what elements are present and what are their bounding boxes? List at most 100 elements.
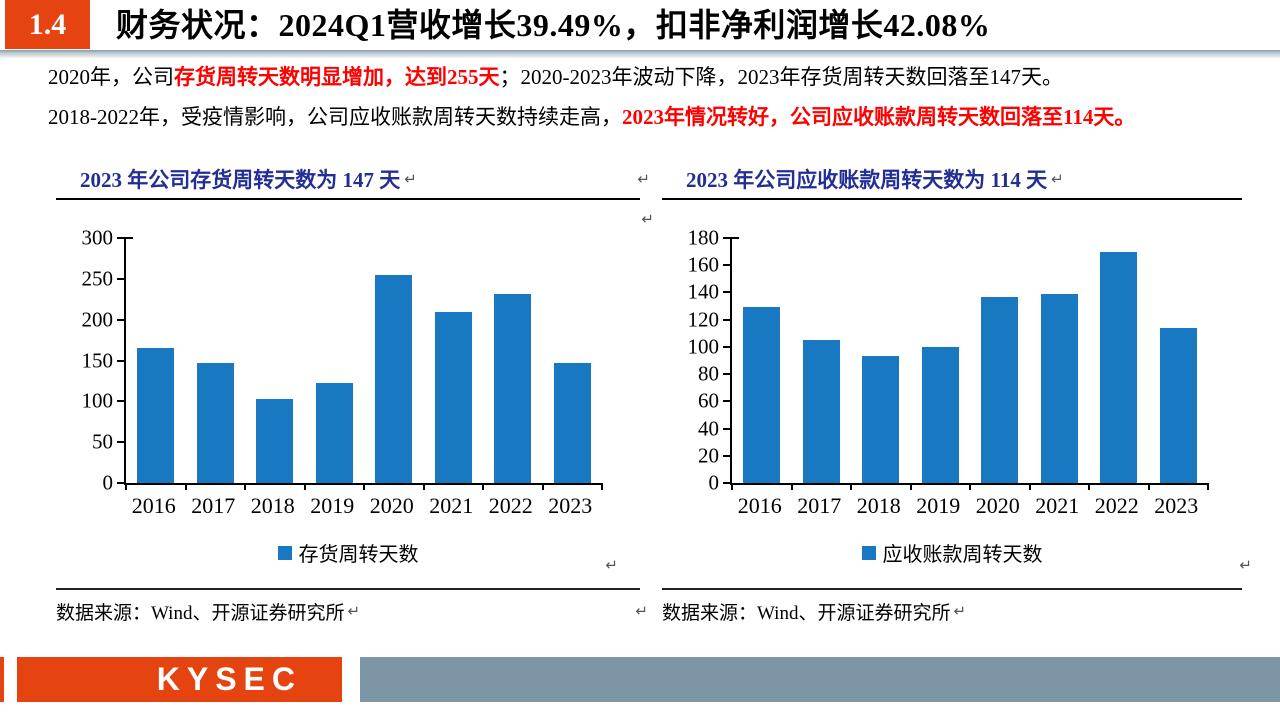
- y-axis-tick: [723, 318, 732, 321]
- y-axis-tick: [723, 427, 732, 430]
- inventory-chart-title: 2023 年公司存货周转天数为 147 天: [80, 168, 401, 192]
- bar-slot: [732, 238, 792, 483]
- bar-2018: [256, 398, 294, 483]
- x-axis-tick: [422, 483, 425, 490]
- y-axis-label: 250: [81, 266, 114, 291]
- bar-2021: [1040, 293, 1078, 483]
- y-axis-label: 160: [687, 252, 720, 277]
- x-axis-labels: 2016 2017 2018 2019 2020 2021 2022 2023: [124, 485, 600, 519]
- header-divider: [0, 50, 1280, 58]
- bar-2019: [921, 346, 959, 483]
- page-title: 财务状况：2024Q1营收增长39.49%，扣非净利润增长42.08%: [116, 7, 991, 43]
- y-axis-tick: [117, 441, 126, 444]
- y-axis-label: 180: [687, 225, 720, 250]
- chart-title-row: 2023 年公司应收账款周转天数为 114 天 ↵: [662, 160, 1242, 198]
- bar-2018: [862, 356, 900, 483]
- x-axis-label: 2023: [548, 493, 593, 518]
- bar-slot: [1030, 238, 1090, 483]
- y-axis-label: 40: [698, 416, 719, 441]
- bar-slot: [1149, 238, 1209, 483]
- paragraph-mark-icon: ↵: [404, 169, 417, 188]
- y-axis-label: 20: [698, 443, 719, 468]
- source-divider: [662, 588, 1242, 590]
- paragraph-mark-icon: ↵: [1051, 169, 1064, 188]
- summary-line-1: 2020年，公司存货周转天数明显增加，达到255天；2020-2023年波动下降…: [48, 57, 1135, 97]
- legend-label: 应收账款周转天数: [882, 544, 1043, 566]
- bar-2020: [981, 296, 1019, 483]
- x-axis-label: 2022: [1094, 493, 1139, 518]
- y-axis-tick: [117, 237, 133, 239]
- paragraph-mark-icon: ↵: [641, 210, 654, 228]
- x-axis-tick: [601, 483, 603, 490]
- chart-title-row: 2023 年公司存货周转天数为 147 天 ↵ ↵: [56, 160, 650, 198]
- kysec-logo: KYSEC: [17, 657, 342, 702]
- bar-2022: [1100, 251, 1138, 483]
- bar-2023: [1159, 327, 1197, 483]
- bar-2019: [315, 383, 353, 483]
- source-text: 数据来源：Wind、开源证券研究所: [662, 603, 951, 624]
- paragraph-mark-icon: ↵: [635, 602, 648, 620]
- bar-slot: [792, 238, 852, 483]
- x-axis-tick: [363, 483, 365, 490]
- paragraph-mark-icon: ↵: [605, 556, 618, 574]
- y-axis-tick: [117, 400, 126, 403]
- summary-line-2: 2018-2022年，受疫情影响，公司应收账款周转天数持续走高，2023年情况转…: [48, 97, 1135, 137]
- bar-slot: [364, 238, 424, 483]
- footer-bar: [360, 657, 1280, 702]
- x-axis-tick: [1088, 483, 1090, 490]
- x-axis-label: 2020: [975, 493, 1020, 518]
- y-axis-label: 50: [92, 429, 113, 454]
- paragraph-mark-icon: ↵: [953, 602, 967, 620]
- bar-slot: [483, 238, 543, 483]
- y-axis-tick: [723, 400, 732, 403]
- bar-2016: [743, 307, 781, 483]
- plot-area: 0 20 40 60 80 100 120 140 160 180: [688, 227, 1209, 493]
- body-text: 2020年，公司: [48, 65, 174, 89]
- legend-swatch: [861, 545, 876, 560]
- x-axis-tick: [1147, 483, 1150, 490]
- x-axis-label: 2018: [250, 493, 295, 518]
- y-axis-tick: [723, 482, 732, 484]
- bar-2020: [375, 274, 413, 483]
- x-axis-label: 2016: [131, 493, 176, 518]
- bar-2016: [137, 348, 175, 483]
- bar-slot: [424, 238, 484, 483]
- y-axis-label: 0: [708, 470, 720, 495]
- bar-2023: [553, 362, 591, 483]
- receivables-panel: 2023 年公司应收账款周转天数为 114 天 ↵ 0 20 40 60 80 100 12…: [662, 160, 1252, 638]
- x-axis-tick: [909, 483, 912, 490]
- source-text: 数据来源：Wind、开源证券研究所: [56, 603, 345, 624]
- x-axis-label: 2019: [916, 493, 961, 518]
- x-axis-label: 2017: [191, 493, 236, 518]
- x-axis-label: 2021: [1035, 493, 1080, 518]
- x-axis-label: 2019: [310, 493, 355, 518]
- section-number-badge: 1.4: [5, 0, 90, 49]
- y-axis-label: 150: [81, 348, 114, 372]
- x-axis-label: 2018: [856, 493, 901, 518]
- source-note: 数据来源：Wind、开源证券研究所 ↵ ↵: [56, 598, 648, 625]
- x-axis-tick: [303, 483, 306, 490]
- y-axis-label: 140: [687, 279, 720, 304]
- plot-area: 0 50 100 150 200 250 300: [82, 227, 603, 493]
- bar-series: [126, 238, 602, 483]
- highlighted-text: 存货周转天数明显增加，达到255天: [174, 65, 500, 89]
- y-axis-label: 300: [81, 225, 114, 250]
- y-axis-tick: [723, 454, 732, 457]
- bar-slot: [245, 238, 305, 483]
- chart-legend: 存货周转天数: [56, 538, 640, 567]
- y-axis-label: 100: [687, 334, 720, 359]
- y-axis-tick: [723, 237, 739, 239]
- summary-block: 2020年，公司存货周转天数明显增加，达到255天；2020-2023年波动下降…: [48, 57, 1135, 137]
- bar-slot: [543, 238, 603, 483]
- x-axis-label: 2017: [797, 493, 842, 518]
- paragraph-mark-icon: ↵: [637, 169, 650, 188]
- x-axis-label: 2023: [1154, 493, 1199, 518]
- body-text: ；2020-2023年波动下降，2023年存货周转天数回落至147天。: [499, 65, 1064, 89]
- x-axis-tick: [125, 483, 127, 490]
- y-axis-label: 0: [102, 470, 114, 495]
- y-axis-tick: [117, 359, 126, 362]
- y-axis-label: 100: [81, 388, 114, 413]
- chart-legend: 应收账款周转天数: [662, 538, 1242, 567]
- paragraph-mark-icon: ↵: [1239, 556, 1252, 574]
